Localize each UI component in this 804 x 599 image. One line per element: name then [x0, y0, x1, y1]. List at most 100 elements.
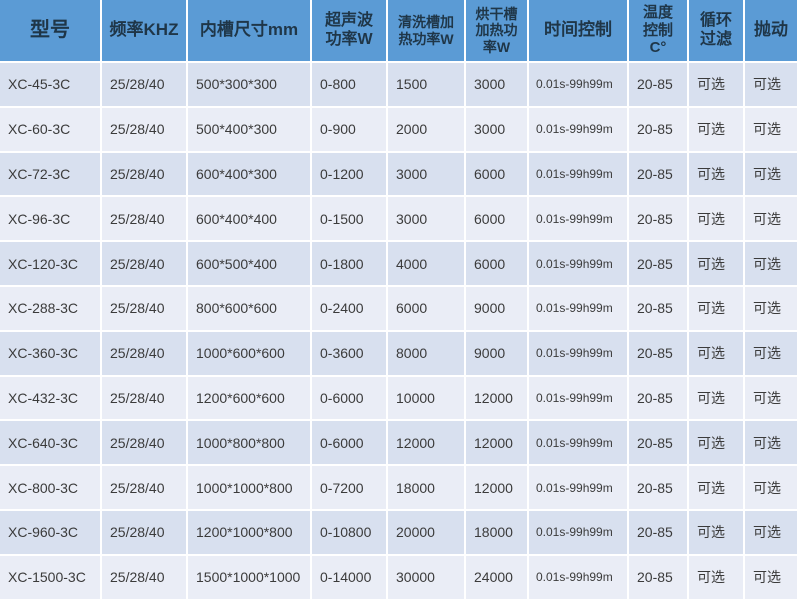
table-cell: 可选 [689, 152, 743, 196]
table-cell: 3000 [388, 197, 464, 241]
table-cell: 可选 [689, 466, 743, 509]
table-cell: 18000 [388, 466, 464, 509]
col-header-drying-heater-power: 烘干槽 加热功 率W [466, 0, 527, 61]
table-cell: 25/28/40 [102, 152, 186, 196]
table-cell: 1500*1000*1000 [188, 555, 310, 599]
table-cell: 可选 [745, 197, 797, 241]
table-cell: 可选 [689, 197, 743, 241]
table-cell: 1200*1000*800 [188, 510, 310, 554]
table-cell: 0.01s-99h99m [529, 197, 627, 241]
table-cell: 0-900 [312, 107, 386, 151]
table-cell: 可选 [689, 555, 743, 599]
table-cell: 20-85 [629, 107, 687, 151]
table-cell: 1000*800*800 [188, 421, 310, 465]
table-cell: 6000 [388, 286, 464, 330]
table-cell: 可选 [745, 242, 797, 285]
table-cell: 0.01s-99h99m [529, 331, 627, 375]
table-cell: 20-85 [629, 197, 687, 241]
table-cell: 0-3600 [312, 331, 386, 375]
table-cell: 20-85 [629, 510, 687, 554]
table-cell: 0.01s-99h99m [529, 510, 627, 554]
table-cell: 12000 [388, 421, 464, 465]
table-cell: 18000 [466, 510, 527, 554]
table-cell: 500*400*300 [188, 107, 310, 151]
model-cell: XC-432-3C [0, 376, 100, 420]
table-cell: 20-85 [629, 152, 687, 196]
table-cell: 0.01s-99h99m [529, 421, 627, 465]
table-cell: 600*500*400 [188, 242, 310, 285]
table-cell: 可选 [689, 286, 743, 330]
model-cell: XC-45-3C [0, 63, 100, 106]
table-cell: 500*300*300 [188, 63, 310, 106]
table-cell: 0.01s-99h99m [529, 376, 627, 420]
table-cell: 可选 [745, 331, 797, 375]
table-cell: 0-800 [312, 63, 386, 106]
table-cell: 8000 [388, 331, 464, 375]
model-cell: XC-288-3C [0, 286, 100, 330]
table-cell: 25/28/40 [102, 421, 186, 465]
table-cell: 可选 [689, 242, 743, 285]
table-cell: 6000 [466, 197, 527, 241]
table-cell: 可选 [689, 510, 743, 554]
table-cell: 1200*600*600 [188, 376, 310, 420]
table-cell: 25/28/40 [102, 555, 186, 599]
table-cell: 可选 [689, 63, 743, 106]
model-cell: XC-60-3C [0, 107, 100, 151]
table-cell: 12000 [466, 376, 527, 420]
col-header-time-control: 时间控制 [529, 0, 627, 61]
table-cell: 0-14000 [312, 555, 386, 599]
table-cell: 1000*1000*800 [188, 466, 310, 509]
table-cell: 0-6000 [312, 376, 386, 420]
table-cell: 25/28/40 [102, 63, 186, 106]
table-cell: 0-7200 [312, 466, 386, 509]
table-cell: 0-10800 [312, 510, 386, 554]
table-cell: 25/28/40 [102, 376, 186, 420]
model-cell: XC-960-3C [0, 510, 100, 554]
col-header-model: 型号 [0, 0, 100, 61]
table-cell: 30000 [388, 555, 464, 599]
table-cell: 0.01s-99h99m [529, 466, 627, 509]
table-cell: 9000 [466, 286, 527, 330]
table-cell: 25/28/40 [102, 331, 186, 375]
model-cell: XC-120-3C [0, 242, 100, 285]
table-cell: 6000 [466, 152, 527, 196]
table-cell: 1000*600*600 [188, 331, 310, 375]
model-cell: XC-1500-3C [0, 555, 100, 599]
col-header-ultrasonic-power: 超声波 功率W [312, 0, 386, 61]
table-cell: 可选 [689, 376, 743, 420]
table-cell: 20-85 [629, 555, 687, 599]
table-cell: 可选 [689, 421, 743, 465]
table-cell: 20-85 [629, 242, 687, 285]
table-cell: 4000 [388, 242, 464, 285]
table-cell: 12000 [466, 421, 527, 465]
table-cell: 25/28/40 [102, 466, 186, 509]
table-cell: 3000 [466, 63, 527, 106]
table-cell: 0-1200 [312, 152, 386, 196]
table-cell: 10000 [388, 376, 464, 420]
table-cell: 20-85 [629, 63, 687, 106]
table-cell: 20000 [388, 510, 464, 554]
table-cell: 可选 [745, 376, 797, 420]
model-cell: XC-360-3C [0, 331, 100, 375]
table-cell: 2000 [388, 107, 464, 151]
table-cell: 20-85 [629, 421, 687, 465]
table-cell: 0-1800 [312, 242, 386, 285]
table-cell: 0.01s-99h99m [529, 242, 627, 285]
table-cell: 25/28/40 [102, 510, 186, 554]
table-cell: 0-1500 [312, 197, 386, 241]
table-cell: 可选 [745, 466, 797, 509]
table-cell: 25/28/40 [102, 197, 186, 241]
table-cell: 0.01s-99h99m [529, 152, 627, 196]
table-cell: 可选 [745, 63, 797, 106]
table-cell: 24000 [466, 555, 527, 599]
table-cell: 可选 [689, 331, 743, 375]
col-header-temp-control: 温度 控制 C° [629, 0, 687, 61]
table-cell: 600*400*300 [188, 152, 310, 196]
model-cell: XC-640-3C [0, 421, 100, 465]
table-cell: 0-2400 [312, 286, 386, 330]
table-cell: 20-85 [629, 376, 687, 420]
table-cell: 20-85 [629, 286, 687, 330]
table-cell: 可选 [745, 555, 797, 599]
table-cell: 0.01s-99h99m [529, 286, 627, 330]
